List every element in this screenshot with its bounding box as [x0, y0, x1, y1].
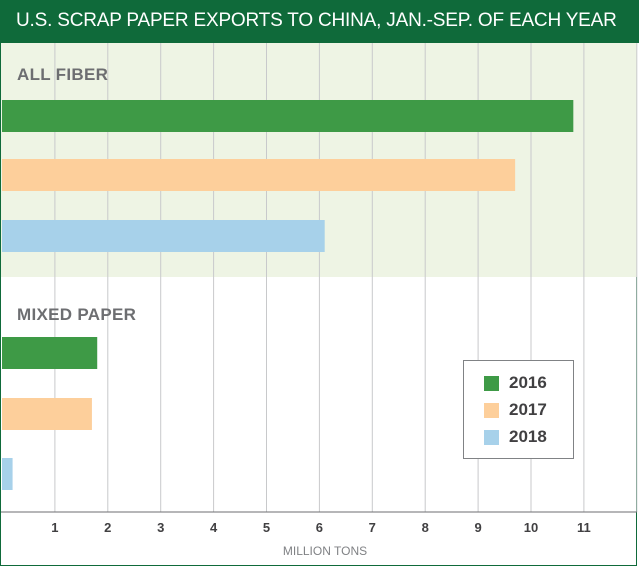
chart-title: U.S. SCRAP PAPER EXPORTS TO CHINA, JAN.-… [16, 10, 617, 31]
bar-all-fiber-2018 [2, 220, 325, 252]
x-tick-label: 6 [316, 520, 323, 535]
legend-label-2017: 2017 [509, 400, 547, 419]
group-label-all-fiber: ALL FIBER [17, 65, 108, 84]
x-tick-label: 1 [51, 520, 58, 535]
legend-swatch-2018 [484, 429, 499, 445]
bar-mixed-paper-2018 [2, 458, 13, 490]
bar-mixed-paper-2016 [2, 337, 98, 369]
bar-all-fiber-2017 [2, 159, 516, 191]
x-tick-label: 7 [369, 520, 376, 535]
x-tick-label: 4 [210, 520, 218, 535]
x-tick-label: 5 [263, 520, 270, 535]
legend-swatch-2017 [484, 402, 499, 418]
legend-swatch-2016 [484, 375, 499, 391]
x-tick-label: 8 [422, 520, 429, 535]
chart-header: U.S. SCRAP PAPER EXPORTS TO CHINA, JAN.-… [0, 0, 639, 43]
x-axis-title: MILLION TONS [283, 544, 367, 558]
legend-item-2016: 2016 [484, 373, 547, 393]
legend-label-2018: 2018 [509, 427, 547, 446]
x-tick-label: 11 [577, 520, 591, 535]
x-tick-label: 3 [157, 520, 164, 535]
legend-item-2018: 2018 [484, 427, 547, 447]
x-tick-label: 2 [104, 520, 111, 535]
bar-mixed-paper-2017 [2, 398, 92, 430]
x-tick-label: 9 [474, 520, 481, 535]
chart-legend: 2016 2017 2018 [463, 360, 574, 459]
x-tick-label: 10 [524, 520, 538, 535]
bar-all-fiber-2016 [2, 100, 574, 132]
legend-label-2016: 2016 [509, 373, 547, 392]
legend-item-2017: 2017 [484, 400, 547, 420]
group-label-mixed-paper: MIXED PAPER [17, 305, 136, 324]
